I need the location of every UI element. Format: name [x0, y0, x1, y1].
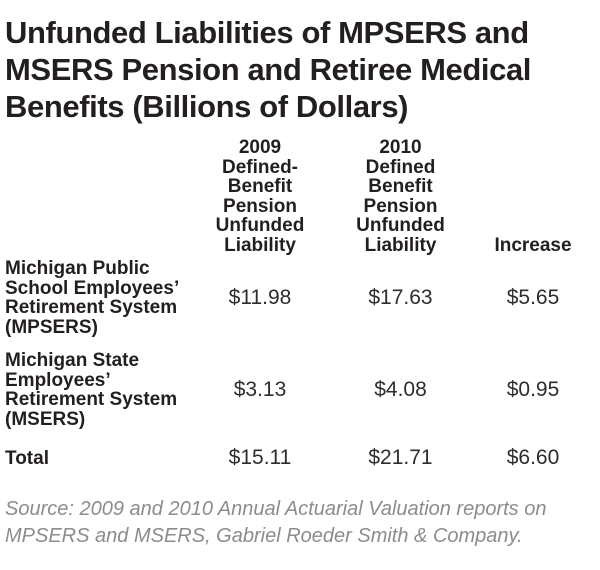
- row-label-msers: Michigan State Employees’ Retirement Sys…: [5, 350, 178, 430]
- column-header-2010-liability: 2010 Defined Benefit Pension Unfunded Li…: [356, 137, 445, 256]
- row-label-mpsers: Michigan Public School Employees’ Retire…: [5, 258, 180, 338]
- column-header-increase: Increase: [494, 234, 572, 256]
- mpsers-2010-value: $17.63: [368, 286, 433, 309]
- page-title-line-3: Benefits (Billions of Dollars): [5, 89, 409, 124]
- table-row-msers: Michigan State Employees’ Retirement Sys…: [5, 351, 595, 429]
- total-2009-value: $15.11: [228, 446, 292, 469]
- table-row-mpsers: Michigan Public School Employees’ Retire…: [5, 259, 595, 337]
- table-row-total: Total $15.11 $21.71 $6.60: [5, 446, 595, 470]
- msers-2009-value: $3.13: [233, 378, 287, 401]
- table-header-row: 2009 Defined- Benefit Pension Unfunded L…: [5, 138, 595, 255]
- total-2010-value: $21.71: [368, 446, 433, 469]
- msers-2010-value: $4.08: [374, 378, 427, 401]
- row-label-total: Total: [5, 448, 49, 469]
- msers-increase-value: $0.95: [506, 378, 560, 401]
- mpsers-increase-value: $5.65: [506, 286, 560, 309]
- mpsers-2009-value: $11.98: [228, 286, 292, 309]
- page-title-line-1: Unfunded Liabilities of MPSERS and: [5, 15, 529, 50]
- total-increase-value: $6.60: [506, 446, 560, 469]
- page-title: Unfunded Liabilities of MPSERS and MSERS…: [5, 14, 595, 125]
- page-title-line-2: MSERS Pension and Retiree Medical: [5, 52, 532, 87]
- source-note: Source: 2009 and 2010 Annual Actuarial V…: [5, 498, 547, 547]
- column-header-2009-liability: 2009 Defined- Benefit Pension Unfunded L…: [215, 137, 305, 256]
